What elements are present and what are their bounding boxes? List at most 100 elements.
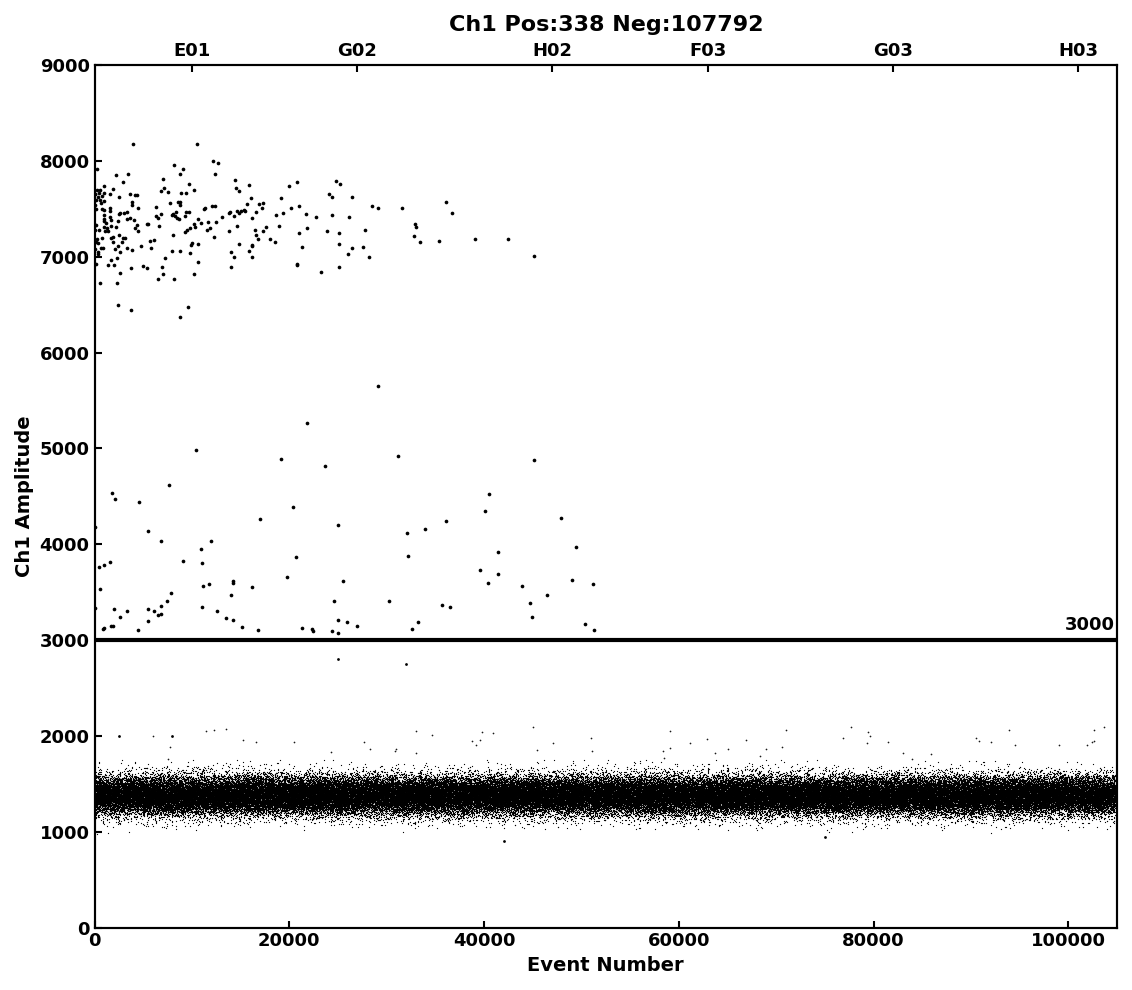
Point	[458, 813, 477, 829]
Point	[1030, 790, 1048, 806]
Point	[1009, 769, 1027, 785]
Point	[789, 783, 807, 799]
Point	[541, 798, 559, 814]
Point	[829, 789, 847, 805]
Point	[122, 789, 140, 805]
Point	[484, 780, 503, 796]
Point	[904, 779, 923, 795]
Point	[795, 795, 813, 811]
Point	[684, 780, 702, 796]
Point	[196, 784, 214, 800]
Point	[501, 785, 520, 801]
Point	[431, 775, 449, 791]
Point	[377, 776, 395, 792]
Point	[419, 796, 437, 812]
Point	[875, 789, 893, 805]
Point	[1092, 796, 1110, 812]
Point	[916, 785, 934, 801]
Point	[588, 797, 606, 813]
Point	[130, 781, 148, 797]
Point	[763, 780, 781, 796]
Point	[140, 783, 158, 799]
Point	[890, 762, 908, 778]
Point	[720, 789, 738, 805]
Point	[754, 790, 772, 806]
Point	[739, 801, 757, 817]
Point	[533, 794, 551, 810]
Point	[961, 783, 979, 799]
Point	[422, 771, 440, 787]
Point	[213, 785, 231, 801]
Point	[809, 794, 827, 810]
Point	[835, 792, 854, 808]
Point	[841, 781, 859, 797]
Point	[185, 787, 203, 803]
Point	[945, 816, 963, 832]
Point	[588, 797, 606, 813]
Point	[500, 786, 518, 802]
Point	[643, 781, 661, 797]
Point	[474, 780, 492, 796]
Point	[972, 784, 990, 800]
Point	[440, 784, 458, 800]
Point	[805, 794, 823, 810]
Point	[1081, 793, 1099, 809]
Point	[181, 800, 199, 816]
Point	[753, 781, 771, 797]
Point	[400, 799, 418, 815]
Point	[257, 777, 275, 793]
Point	[555, 796, 573, 812]
Point	[650, 790, 668, 806]
Point	[1050, 800, 1069, 816]
Point	[173, 790, 191, 806]
Point	[1010, 794, 1028, 810]
Point	[312, 784, 331, 800]
Point	[460, 785, 478, 801]
Point	[327, 807, 345, 823]
Point	[681, 797, 700, 813]
Point	[840, 786, 858, 802]
Point	[718, 786, 736, 802]
Point	[772, 799, 790, 815]
Point	[564, 794, 582, 810]
Point	[110, 770, 128, 786]
Point	[345, 788, 363, 804]
Point	[586, 795, 604, 811]
Point	[505, 780, 523, 796]
Point	[423, 774, 441, 790]
Point	[872, 788, 890, 804]
Point	[371, 793, 389, 809]
Point	[977, 790, 995, 806]
Point	[528, 788, 546, 804]
Point	[963, 809, 981, 825]
Point	[1040, 790, 1058, 806]
Point	[560, 793, 578, 809]
Point	[1052, 778, 1070, 794]
Point	[753, 804, 771, 820]
Point	[1022, 791, 1040, 807]
Point	[694, 787, 712, 803]
Point	[668, 798, 686, 814]
Point	[866, 786, 884, 802]
Point	[1074, 783, 1092, 799]
Point	[929, 793, 947, 809]
Point	[216, 786, 234, 802]
Point	[827, 781, 846, 797]
Point	[379, 789, 397, 805]
Point	[297, 812, 315, 828]
Point	[267, 792, 285, 808]
Point	[910, 787, 928, 803]
Point	[475, 782, 494, 798]
Point	[752, 793, 770, 809]
Point	[839, 799, 857, 815]
Point	[275, 784, 293, 800]
Point	[594, 766, 612, 782]
Point	[552, 787, 571, 803]
Point	[534, 807, 552, 823]
Point	[200, 791, 218, 807]
Point	[276, 800, 294, 816]
Point	[469, 786, 487, 802]
Point	[723, 795, 741, 811]
Point	[747, 784, 765, 800]
Point	[992, 807, 1010, 823]
